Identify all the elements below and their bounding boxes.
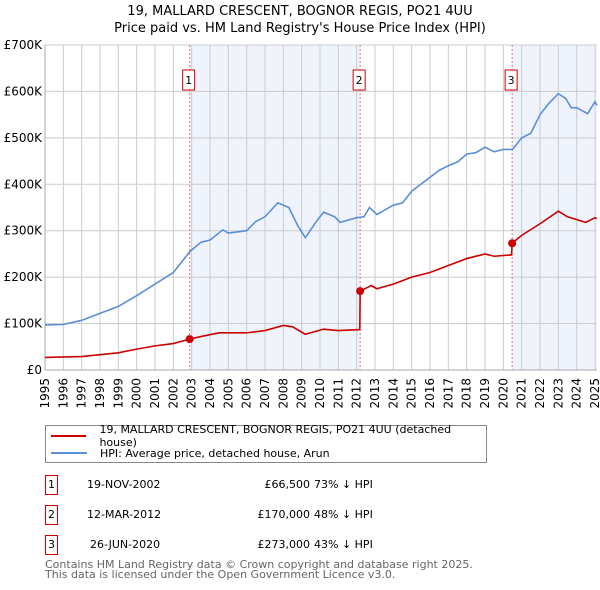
marker-badge: 2 <box>45 505 58 525</box>
y-tick-label: £100K <box>4 317 44 331</box>
x-tick-label: 2017 <box>441 378 455 409</box>
x-tick-label: 2001 <box>148 378 162 409</box>
legend-label: HPI: Average price, detached house, Arun <box>100 446 330 460</box>
x-tick-label: 2004 <box>203 378 217 409</box>
price: £170,000 <box>257 508 311 521</box>
series-line <box>44 92 598 326</box>
hpi-delta: 43% ↓ HPI <box>314 538 373 551</box>
x-tick-label: 1997 <box>75 378 89 409</box>
x-tick-label: 2002 <box>166 378 180 409</box>
y-tick-label: £600K <box>4 84 44 98</box>
y-tick-label: £200K <box>4 270 44 284</box>
x-tick-label: 2000 <box>130 378 144 409</box>
shaded-period <box>189 45 361 370</box>
price: £66,500 <box>264 478 311 491</box>
footer-line: Contains HM Land Registry data © Crown c… <box>45 558 473 571</box>
x-tick-label: 2021 <box>515 378 529 409</box>
sale-point <box>356 287 365 296</box>
x-tick-label: 2022 <box>533 378 547 409</box>
sale-point <box>508 239 517 248</box>
x-tick-label: 2014 <box>386 378 400 409</box>
x-tick-label: 2023 <box>551 378 565 409</box>
price-chart: 1995 1996 1997 1998 1999 2000 2001 2002 2003 2004… <box>4 38 600 409</box>
y-tick-label: £0 <box>27 363 42 377</box>
x-tick-label: 2006 <box>240 378 254 409</box>
chart-title: 19, MALLARD CRESCENT, BOGNOR REGIS, PO21… <box>127 4 473 19</box>
price: £273,000 <box>257 538 311 551</box>
legend-label: 19, MALLARD CRESCENT, BOGNOR REGIS, PO21… <box>99 423 452 449</box>
date: 12-MAR-2012 <box>87 508 162 521</box>
sale-marker-badge <box>504 69 518 91</box>
chart-subtitle: Price paid vs. HM Land Registry's House … <box>114 21 486 36</box>
transaction-row: 1 19-NOV-2002 £66,500 73% ↓ HPI <box>45 475 545 495</box>
x-tick-label: 1998 <box>93 378 107 409</box>
legend: 19, MALLARD CRESCENT, BOGNOR REGIS, PO21… <box>45 423 487 463</box>
hpi-delta: 48% ↓ HPI <box>314 508 373 521</box>
shaded-period <box>512 45 597 370</box>
x-tick-label: 2011 <box>331 378 345 409</box>
y-tick-label: £500K <box>4 131 44 145</box>
x-tick-label: 2016 <box>423 378 437 409</box>
date: 19-NOV-2002 <box>87 478 161 491</box>
legend-item-hpi: HPI: Average price, detached house, Arun <box>51 445 330 461</box>
x-tick-label: 2008 <box>276 378 290 409</box>
transaction-row: 2 12-MAR-2012 £170,000 48% ↓ HPI <box>45 505 545 525</box>
x-tick-label: 2010 <box>313 378 327 409</box>
x-tick-label: 2003 <box>185 378 199 409</box>
x-tick-label: 1999 <box>111 378 125 409</box>
x-tick-label: 2005 <box>221 378 235 409</box>
y-tick-label: £700K <box>4 38 44 52</box>
sale-marker-number: 2 <box>356 74 363 87</box>
footer: Contains HM Land Registry data © Crown c… <box>45 558 473 581</box>
x-tick-label: 2013 <box>368 378 382 409</box>
sale-point <box>185 335 194 344</box>
marker-badge: 1 <box>45 475 58 495</box>
x-tick-label: 2012 <box>350 378 364 409</box>
x-tick-label: 1995 <box>38 378 52 409</box>
date: 26-JUN-2020 <box>90 538 161 551</box>
legend-item-property: 19, MALLARD CRESCENT, BOGNOR REGIS, PO21… <box>51 423 486 449</box>
footer-line: This data is licensed under the Open Gov… <box>45 568 396 581</box>
sale-marker-badge <box>352 69 366 91</box>
x-tick-label: 2007 <box>258 378 272 409</box>
x-tick-label: 2019 <box>478 378 492 409</box>
x-tick-label: 2020 <box>496 378 510 409</box>
transaction-row: 3 26-JUN-2020 £273,000 43% ↓ HPI <box>45 535 545 555</box>
hpi-delta: 73% ↓ HPI <box>314 478 373 491</box>
x-tick-label: 2018 <box>460 378 474 409</box>
marker-badge: 3 <box>45 535 58 555</box>
x-tick-label: 2009 <box>295 378 309 409</box>
x-tick-label: 1996 <box>56 378 70 409</box>
y-tick-label: £400K <box>4 177 44 191</box>
sale-marker-badge <box>182 69 196 91</box>
sale-marker-number: 1 <box>185 74 192 87</box>
x-tick-label: 2025 <box>588 378 600 409</box>
x-tick-label: 2015 <box>405 378 419 409</box>
x-tick-label: 2024 <box>570 378 584 409</box>
sale-marker-number: 3 <box>508 74 515 87</box>
y-tick-label: £300K <box>4 224 44 238</box>
